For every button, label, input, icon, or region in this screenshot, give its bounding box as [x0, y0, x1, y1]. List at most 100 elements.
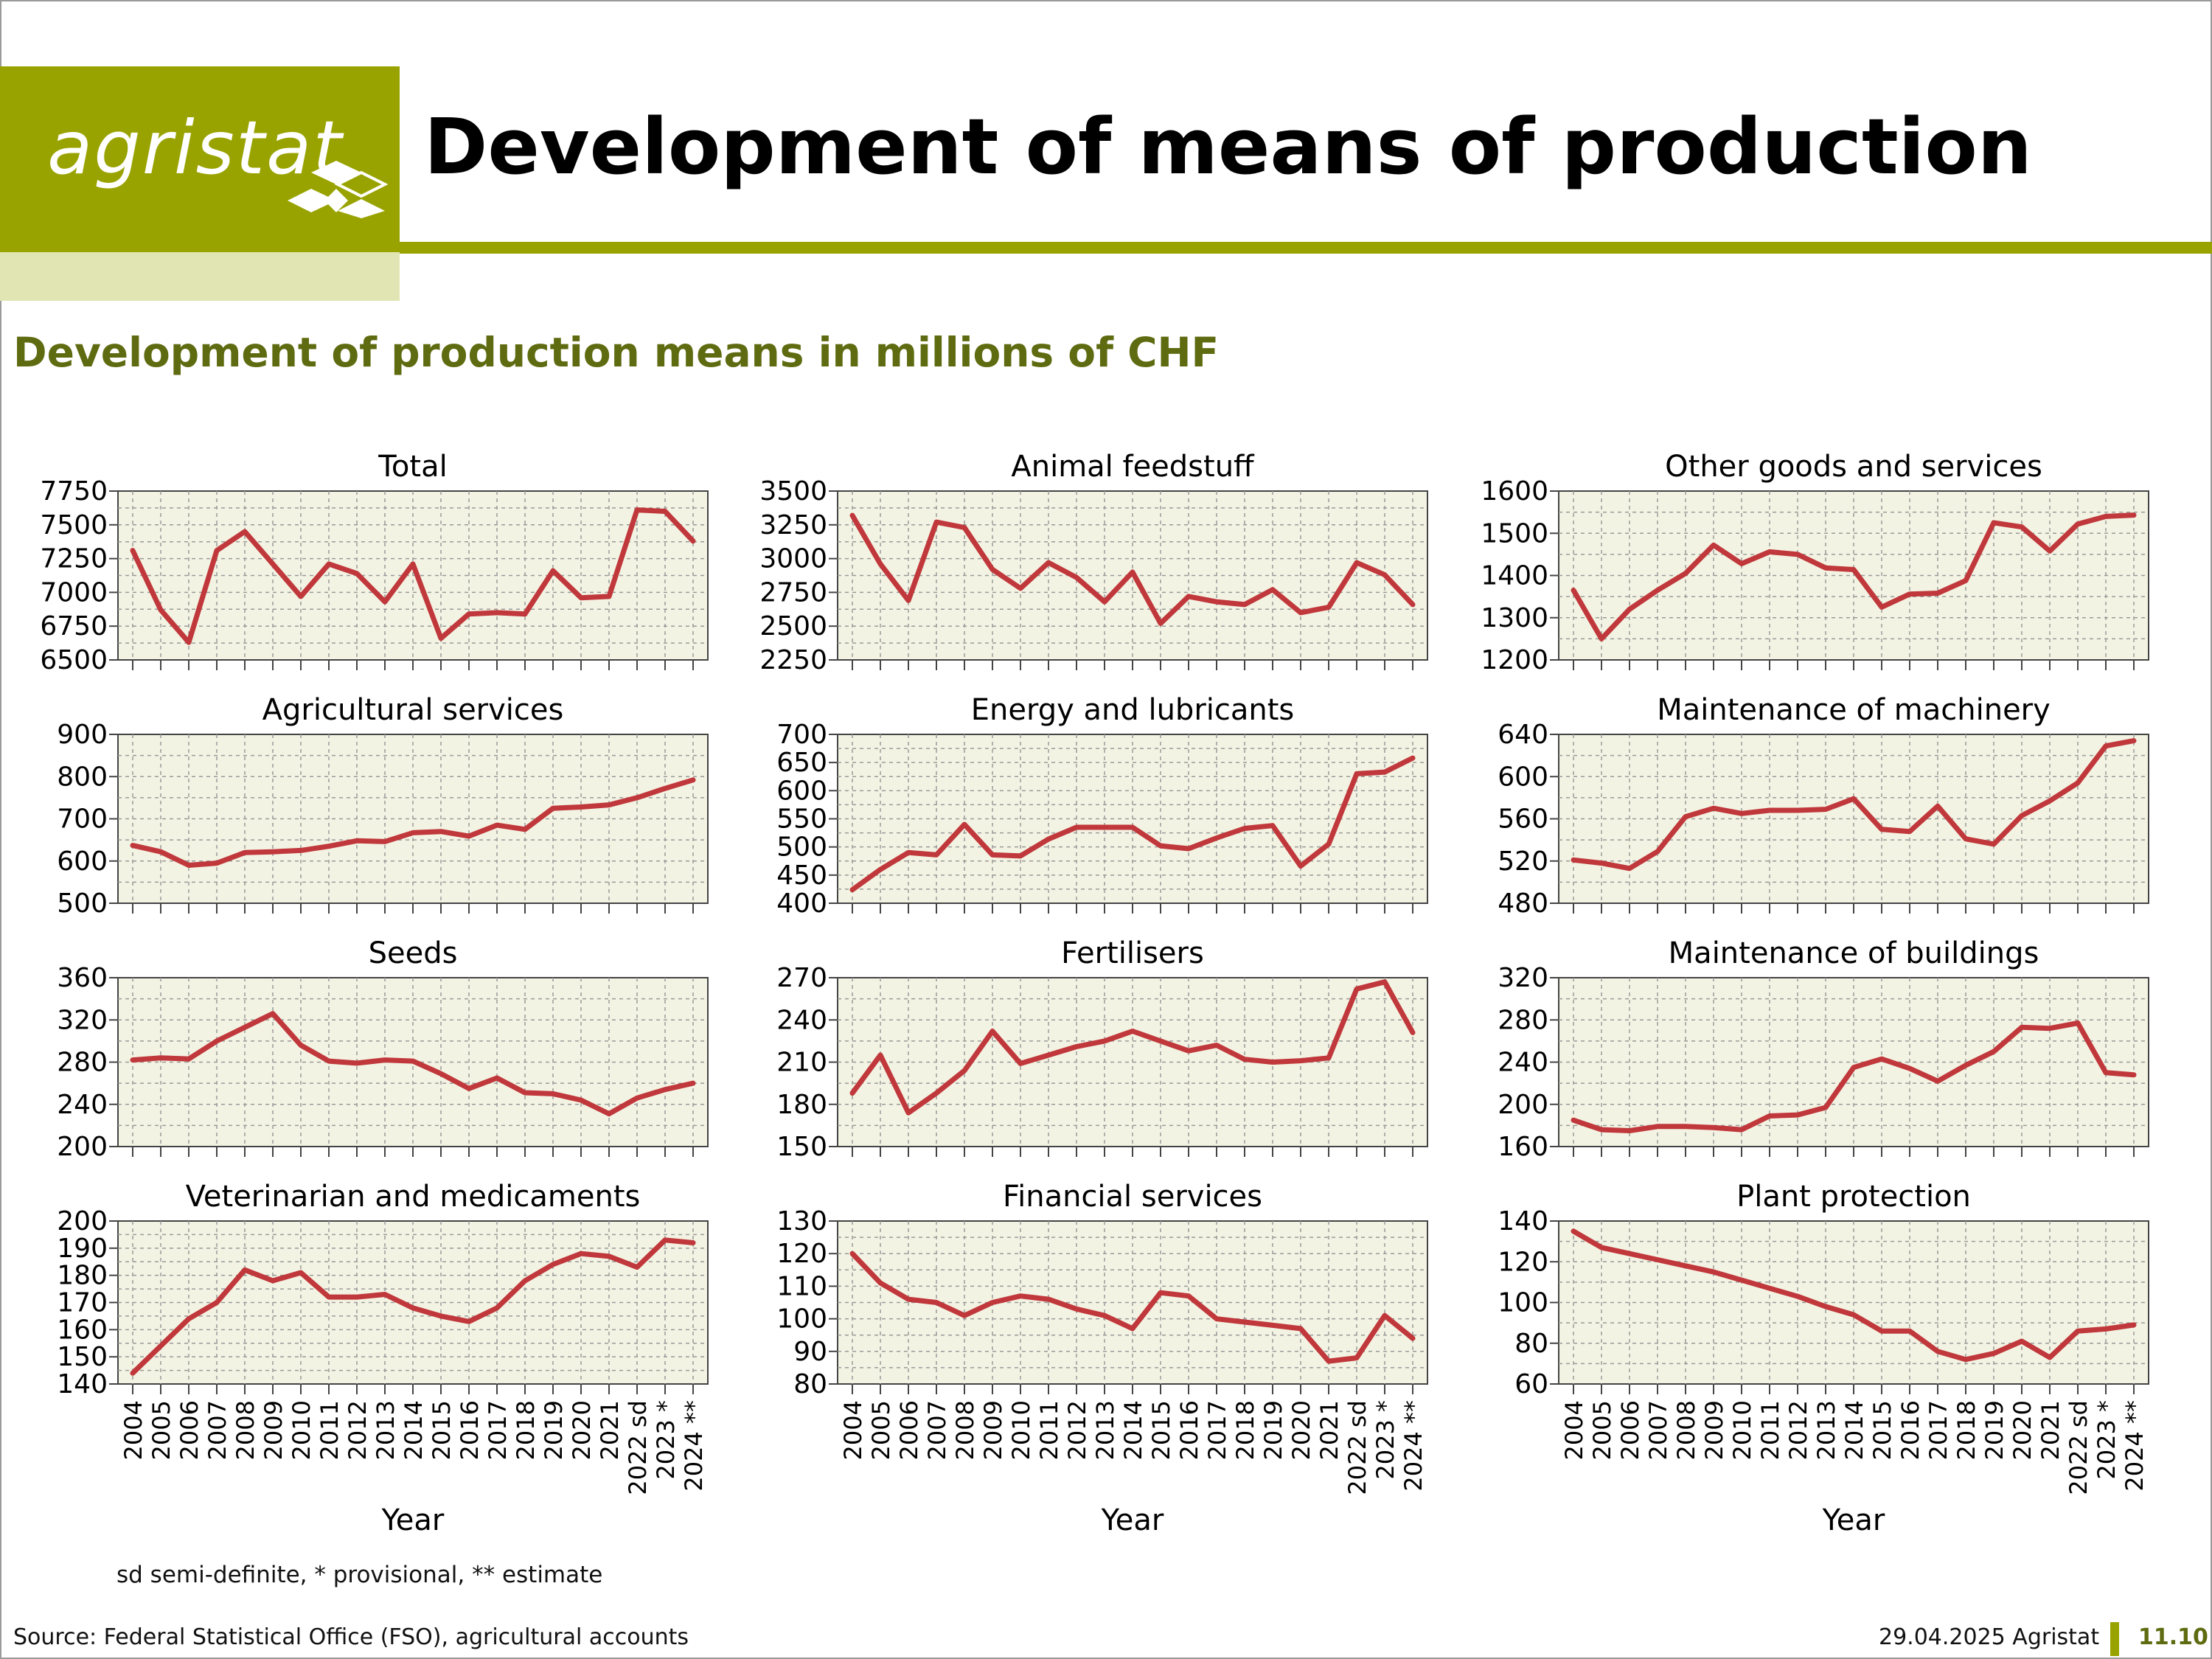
chart-title: Energy and lubricants	[971, 693, 1295, 727]
y-tick-label: 270	[776, 963, 827, 993]
data-point	[1326, 1359, 1331, 1364]
data-point	[1074, 824, 1079, 830]
chart-title: Other goods and services	[1665, 450, 2042, 484]
y-tick-label: 360	[57, 963, 108, 993]
x-tick-label: 2010	[1007, 1400, 1035, 1460]
data-point	[1270, 1323, 1275, 1328]
x-tick-label: 2023 *	[652, 1400, 680, 1480]
x-tick-label: 2006	[895, 1400, 923, 1460]
data-point	[1907, 1066, 1912, 1071]
data-point	[1571, 858, 1576, 863]
data-point	[1102, 599, 1107, 605]
data-point	[1354, 987, 1359, 992]
data-point	[467, 1086, 471, 1091]
data-point	[1823, 1105, 1828, 1110]
chart-title: Agricultural services	[262, 693, 564, 727]
data-point	[1214, 599, 1219, 605]
data-point	[1326, 605, 1331, 610]
data-point	[691, 777, 695, 782]
data-point	[1046, 836, 1051, 841]
y-tick-label: 600	[776, 776, 827, 806]
data-point	[1186, 846, 1191, 851]
x-tick-label: 2012	[1063, 1400, 1091, 1460]
data-point	[1326, 1055, 1331, 1060]
data-point	[299, 1043, 303, 1048]
chart-panel-8: 150 180 210 240 270 Fertilisers	[776, 936, 1428, 1162]
x-tick-label: 2021	[2037, 1400, 2065, 1460]
data-point	[1599, 636, 1604, 641]
data-point	[1298, 863, 1303, 869]
data-point	[1964, 836, 1968, 841]
data-point	[906, 1110, 911, 1116]
data-point	[607, 1253, 611, 1259]
y-tick-label: 6500	[40, 645, 108, 675]
data-point	[635, 795, 639, 800]
data-point	[607, 594, 611, 599]
data-point	[1571, 1228, 1576, 1234]
x-tick-label: 2011	[316, 1400, 344, 1460]
data-point	[607, 802, 611, 807]
y-tick-label: 180	[57, 1261, 108, 1291]
data-point	[523, 611, 527, 616]
data-point	[2020, 1025, 2024, 1030]
x-tick-label: 2020	[568, 1400, 596, 1460]
y-tick-label: 180	[776, 1090, 827, 1120]
data-point	[635, 1265, 639, 1270]
page-number-bar	[2110, 1622, 2119, 1656]
data-point	[1242, 602, 1247, 607]
x-tick-label: 2022 sd	[1343, 1400, 1371, 1495]
y-tick-label: 3250	[759, 510, 827, 540]
y-tick-label: 3500	[759, 476, 827, 507]
data-point	[2104, 1070, 2108, 1075]
data-point	[159, 1343, 163, 1349]
data-point	[2048, 1355, 2052, 1360]
y-tick-label: 7000	[40, 577, 108, 608]
y-tick-label: 600	[1498, 762, 1548, 792]
data-point	[1298, 1326, 1303, 1331]
x-axis-label: Year	[1822, 1503, 1885, 1537]
chart-title: Plant protection	[1736, 1180, 1971, 1214]
data-point	[2104, 1326, 2108, 1332]
y-tick-label: 480	[1498, 888, 1548, 919]
page-number: 11.10	[2138, 1624, 2208, 1650]
data-point	[1130, 1326, 1135, 1331]
data-point	[691, 1081, 695, 1086]
data-point	[990, 1300, 995, 1305]
data-point	[523, 1091, 527, 1096]
data-point	[1411, 1030, 1415, 1035]
x-tick-label: 2006	[175, 1400, 204, 1460]
data-point	[299, 848, 303, 853]
data-point	[1158, 1038, 1163, 1043]
data-point	[271, 1011, 275, 1016]
data-point	[1018, 585, 1023, 591]
x-tick-label: 2009	[260, 1400, 288, 1460]
data-point	[1851, 1312, 1856, 1318]
data-point	[551, 568, 555, 574]
y-tick-label: 1400	[1481, 561, 1548, 591]
header-rule	[400, 242, 2212, 254]
data-point	[1270, 823, 1275, 828]
y-tick-label: 280	[57, 1048, 108, 1078]
x-tick-label: 2016	[1896, 1400, 1924, 1460]
data-point	[2076, 1020, 2080, 1026]
y-tick-label: 90	[793, 1337, 827, 1367]
chart-panel-6: 480 520 560 600 640 Maintenance of machinery	[1498, 693, 2149, 919]
data-point	[439, 829, 443, 834]
x-tick-label: 2006	[1616, 1400, 1644, 1460]
y-tick-label: 200	[57, 1206, 108, 1237]
logo-mark-icon	[288, 161, 388, 218]
data-point	[579, 595, 583, 600]
data-point	[1851, 1065, 1856, 1070]
data-point	[215, 548, 219, 553]
data-point	[327, 561, 331, 566]
data-point	[1823, 1304, 1828, 1310]
data-point	[1599, 1127, 1604, 1133]
data-point	[1739, 811, 1744, 816]
data-point	[1879, 1057, 1884, 1062]
x-tick-label: 2004	[1560, 1400, 1588, 1460]
y-tick-label: 80	[1514, 1329, 1548, 1359]
data-point	[934, 1300, 939, 1305]
logo-shadow	[0, 252, 400, 301]
